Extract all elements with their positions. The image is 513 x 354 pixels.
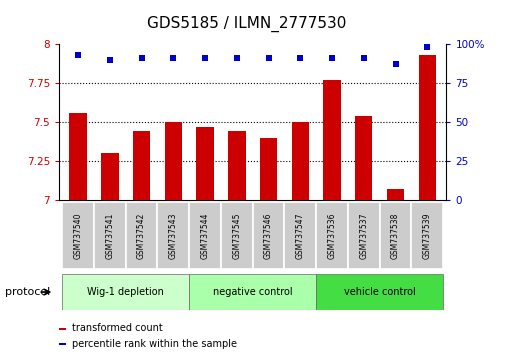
Point — [201, 56, 209, 61]
Point — [360, 56, 368, 61]
Bar — [316, 274, 443, 310]
Bar — [355, 116, 372, 200]
Bar — [316, 202, 348, 269]
Bar — [126, 202, 157, 269]
Bar — [62, 274, 189, 310]
Bar — [221, 202, 253, 269]
Text: GSM737543: GSM737543 — [169, 212, 178, 259]
Text: GSM737547: GSM737547 — [296, 212, 305, 259]
Bar — [387, 189, 404, 200]
Text: GSM737540: GSM737540 — [73, 212, 83, 259]
Bar — [411, 202, 443, 269]
Text: Wig-1 depletion: Wig-1 depletion — [87, 287, 164, 297]
Point — [328, 56, 336, 61]
Bar — [59, 327, 66, 330]
Text: GSM737542: GSM737542 — [137, 212, 146, 259]
Bar — [284, 202, 316, 269]
Text: GSM737538: GSM737538 — [391, 212, 400, 259]
Bar — [189, 274, 316, 310]
Text: GSM737545: GSM737545 — [232, 212, 241, 259]
Point — [74, 52, 82, 58]
Bar — [133, 131, 150, 200]
Text: protocol: protocol — [5, 287, 50, 297]
Bar — [157, 202, 189, 269]
Bar — [189, 202, 221, 269]
Text: GSM737536: GSM737536 — [327, 212, 337, 259]
Point — [264, 56, 272, 61]
Bar — [228, 131, 246, 200]
Bar — [101, 153, 119, 200]
Bar — [253, 202, 284, 269]
Text: percentile rank within the sample: percentile rank within the sample — [72, 339, 237, 349]
Point — [169, 56, 177, 61]
Bar — [260, 138, 277, 200]
Bar — [94, 202, 126, 269]
Point — [391, 62, 400, 67]
Point — [106, 57, 114, 63]
Point — [233, 56, 241, 61]
Bar — [59, 343, 66, 345]
Text: GSM737539: GSM737539 — [423, 212, 432, 259]
Bar — [69, 113, 87, 200]
Bar — [380, 202, 411, 269]
Point — [296, 56, 304, 61]
Text: GSM737541: GSM737541 — [105, 212, 114, 259]
Bar — [291, 122, 309, 200]
Text: GDS5185 / ILMN_2777530: GDS5185 / ILMN_2777530 — [147, 16, 346, 32]
Text: GSM737546: GSM737546 — [264, 212, 273, 259]
Bar — [196, 127, 214, 200]
Bar — [348, 202, 380, 269]
Bar — [165, 122, 182, 200]
Bar — [62, 202, 94, 269]
Point — [137, 56, 146, 61]
Point — [423, 45, 431, 50]
Bar — [419, 55, 436, 200]
Bar — [323, 80, 341, 200]
Text: transformed count: transformed count — [72, 323, 163, 333]
Text: GSM737544: GSM737544 — [201, 212, 209, 259]
Text: GSM737537: GSM737537 — [359, 212, 368, 259]
Text: negative control: negative control — [213, 287, 292, 297]
Text: vehicle control: vehicle control — [344, 287, 416, 297]
